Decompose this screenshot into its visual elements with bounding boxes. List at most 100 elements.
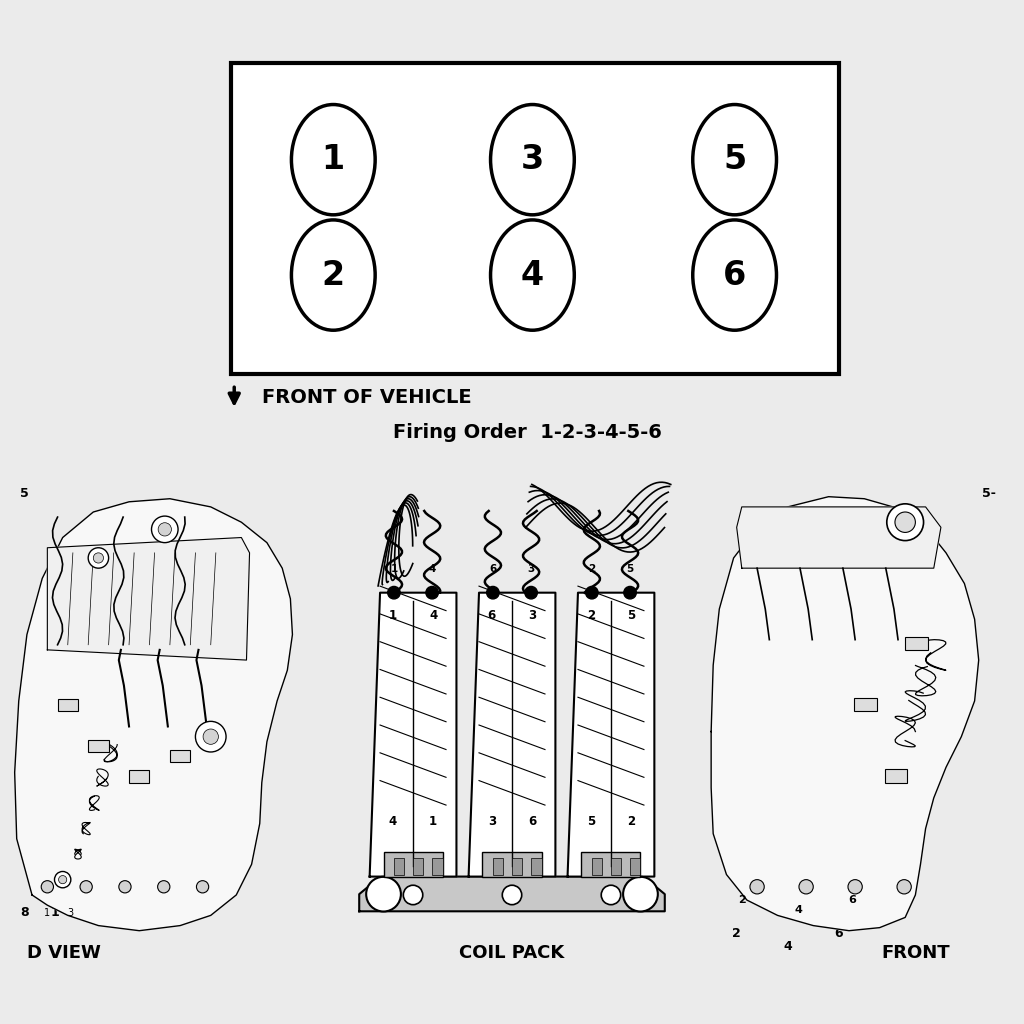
Circle shape — [624, 877, 657, 911]
Text: 1: 1 — [390, 564, 397, 574]
Text: 6: 6 — [848, 895, 856, 905]
Text: 5: 5 — [627, 564, 634, 574]
Ellipse shape — [292, 104, 375, 215]
Polygon shape — [567, 593, 654, 877]
Circle shape — [80, 881, 92, 893]
Text: 4: 4 — [429, 608, 437, 622]
Text: 1: 1 — [389, 608, 397, 622]
Text: 3: 3 — [521, 143, 544, 176]
Circle shape — [887, 504, 924, 541]
Text: 6: 6 — [835, 928, 843, 940]
Circle shape — [586, 587, 598, 599]
Ellipse shape — [490, 220, 574, 330]
Circle shape — [388, 587, 400, 599]
Text: 5: 5 — [587, 815, 595, 828]
Circle shape — [426, 587, 438, 599]
Text: 2: 2 — [732, 928, 741, 940]
Polygon shape — [14, 499, 293, 931]
Ellipse shape — [693, 104, 776, 215]
Circle shape — [119, 881, 131, 893]
Text: 4: 4 — [783, 939, 793, 952]
Text: 1: 1 — [429, 815, 437, 828]
Polygon shape — [736, 507, 941, 568]
Circle shape — [525, 587, 538, 599]
Circle shape — [158, 881, 170, 893]
Circle shape — [897, 880, 911, 894]
Text: 5: 5 — [723, 143, 746, 176]
Circle shape — [750, 880, 764, 894]
Text: Firing Order  1-2-3-4-5-6: Firing Order 1-2-3-4-5-6 — [393, 423, 662, 441]
Bar — [905, 637, 928, 650]
Circle shape — [848, 880, 862, 894]
Text: 4: 4 — [389, 815, 397, 828]
Text: 4: 4 — [794, 905, 802, 915]
Text: 3: 3 — [527, 564, 535, 574]
Bar — [88, 739, 109, 752]
Text: 6: 6 — [487, 608, 496, 622]
Ellipse shape — [292, 220, 375, 330]
Bar — [384, 852, 442, 877]
Text: 2: 2 — [588, 564, 596, 574]
Text: 3: 3 — [487, 815, 496, 828]
Text: D VIEW: D VIEW — [27, 944, 100, 963]
Ellipse shape — [490, 104, 574, 215]
Bar — [170, 750, 190, 762]
Bar — [493, 858, 504, 874]
Circle shape — [152, 516, 178, 543]
Text: COIL PACK: COIL PACK — [460, 944, 564, 963]
Bar — [482, 852, 542, 877]
Text: FRONT: FRONT — [881, 944, 949, 963]
Circle shape — [41, 881, 53, 893]
Polygon shape — [47, 538, 250, 660]
Text: 3: 3 — [528, 608, 537, 622]
Bar — [630, 858, 640, 874]
Text: FRONT OF VEHICLE: FRONT OF VEHICLE — [262, 388, 471, 408]
Text: 6: 6 — [489, 564, 497, 574]
Circle shape — [88, 548, 109, 568]
Circle shape — [403, 885, 423, 904]
Circle shape — [601, 885, 621, 904]
Text: 5: 5 — [627, 608, 635, 622]
Bar — [582, 852, 640, 877]
Circle shape — [503, 885, 521, 904]
Circle shape — [624, 587, 636, 599]
Text: 8: 8 — [19, 906, 29, 919]
Bar — [611, 858, 622, 874]
Text: 3: 3 — [68, 908, 74, 919]
Text: 2: 2 — [322, 259, 345, 292]
Text: 1: 1 — [44, 908, 50, 919]
Circle shape — [486, 587, 499, 599]
Circle shape — [93, 553, 103, 563]
Text: 4: 4 — [428, 564, 436, 574]
Text: 1: 1 — [322, 143, 345, 176]
Polygon shape — [469, 593, 555, 877]
Text: 4: 4 — [521, 259, 544, 292]
Circle shape — [895, 512, 915, 532]
Bar — [531, 858, 542, 874]
Bar — [231, 62, 839, 374]
Text: 2: 2 — [627, 815, 635, 828]
Circle shape — [799, 880, 813, 894]
Text: 2: 2 — [738, 895, 745, 905]
Text: 5-: 5- — [982, 487, 995, 500]
Bar — [885, 769, 907, 782]
Polygon shape — [370, 593, 457, 877]
Circle shape — [203, 729, 218, 744]
Text: 1: 1 — [50, 906, 59, 919]
Text: 6: 6 — [723, 259, 746, 292]
Circle shape — [158, 522, 171, 536]
Text: 6: 6 — [528, 815, 537, 828]
Bar — [394, 858, 404, 874]
Bar — [592, 858, 602, 874]
Bar — [512, 858, 522, 874]
Circle shape — [197, 881, 209, 893]
Bar — [432, 858, 442, 874]
Polygon shape — [359, 877, 665, 911]
Circle shape — [196, 721, 226, 752]
Bar — [854, 698, 877, 711]
Text: 2: 2 — [587, 608, 595, 622]
Bar — [57, 699, 78, 711]
Text: 5: 5 — [19, 487, 29, 500]
Polygon shape — [711, 497, 979, 931]
Circle shape — [54, 871, 71, 888]
